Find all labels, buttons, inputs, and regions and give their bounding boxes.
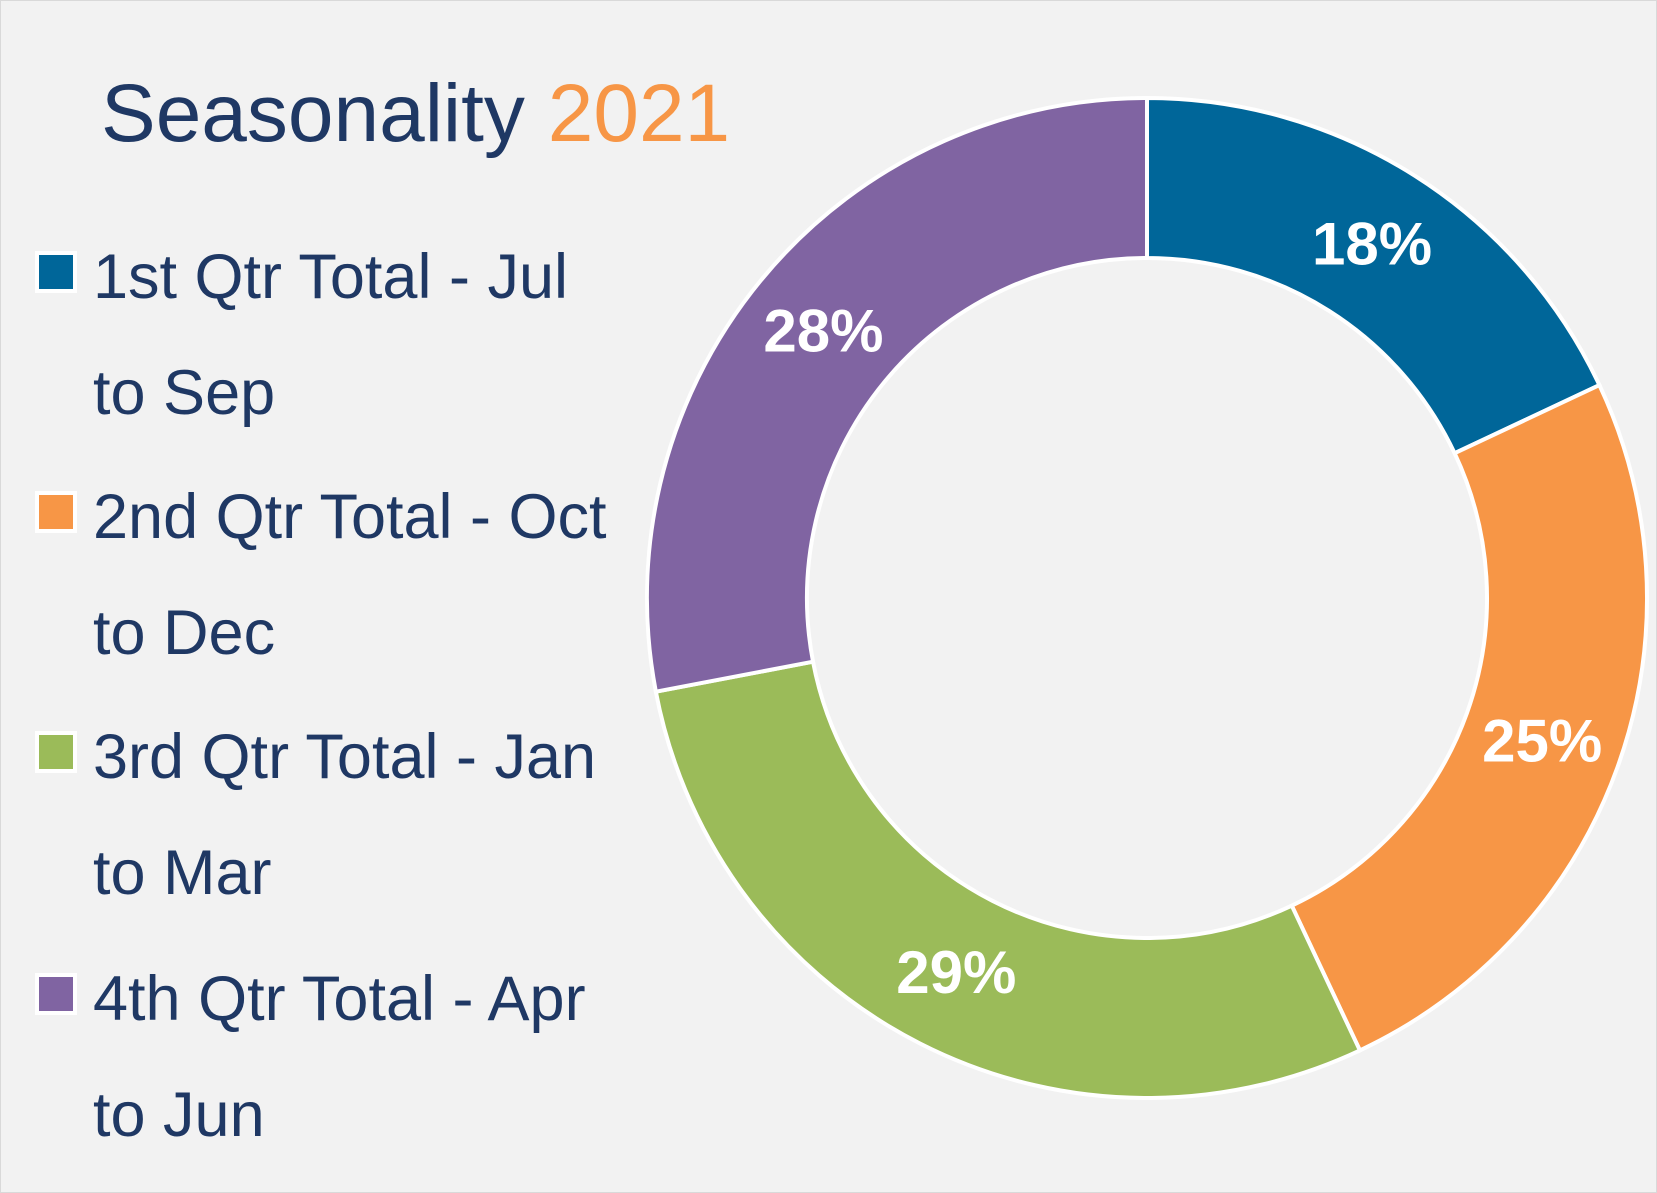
data-label-q2: 25% [1482,707,1602,774]
donut-slice-q4 [645,95,1149,695]
legend-swatch-q3 [35,731,77,773]
donut-slice-q3 [653,659,1363,1100]
legend-label-q1: 1st Qtr Total - Jul to Sep [93,242,568,428]
donut-slice-q2 [1289,382,1649,1054]
legend-label-q4: 4th Qtr Total - Apr to Jun [93,964,586,1150]
chart-title: Seasonality 2021 [101,73,730,155]
data-label-q3: 29% [896,939,1016,1006]
chart-title-text: Seasonality [101,68,525,159]
legend-swatch-q1 [35,251,77,293]
legend-swatch-q2 [35,491,77,533]
data-label-q1: 18% [1312,210,1432,277]
chart-title-year: 2021 [547,68,731,159]
legend-label-q3: 3rd Qtr Total - Jan to Mar [93,722,597,908]
legend-label-q2: 2nd Qtr Total - Oct to Dec [93,482,607,668]
legend-swatch-q4 [35,973,77,1015]
donut-slice-q1 [1145,95,1603,456]
data-label-q4: 28% [763,297,883,364]
